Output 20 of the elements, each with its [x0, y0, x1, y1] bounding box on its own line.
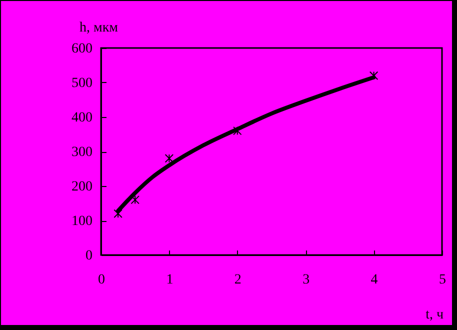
y-tick-label: 400	[72, 110, 92, 126]
x-tick-label: 2	[234, 272, 242, 288]
x-tick-label: 4	[370, 272, 378, 288]
point	[233, 126, 242, 136]
x-axis-title: t, ч	[426, 308, 444, 322]
y-axis-title: h, мкм	[80, 20, 118, 36]
y-tick-label: 600	[72, 42, 92, 56]
point	[114, 209, 122, 218]
point	[164, 154, 174, 163]
y-tick-label: 0	[86, 248, 92, 264]
y-tick-label: 500	[72, 76, 92, 91]
y-tick-label: 200	[72, 180, 92, 194]
x-tick-label: 0	[98, 272, 105, 288]
point	[130, 195, 140, 204]
point	[369, 71, 378, 80]
x-tick-label: 1	[166, 272, 174, 288]
y-tick-label: 300	[72, 145, 92, 160]
x-tick-label: 5	[439, 272, 446, 288]
x-tick-label: 3	[302, 272, 310, 288]
y-tick-label: 100	[72, 214, 92, 229]
